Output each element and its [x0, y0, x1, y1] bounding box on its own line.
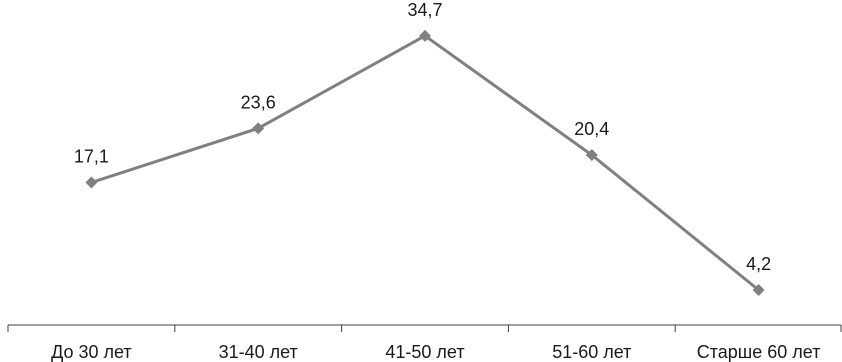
- x-tick-labels: До 30 лет 31-40 лет 41-50 лет 51-60 лет Стар…: [51, 342, 820, 362]
- x-tick-label: 31-40 лет: [219, 342, 298, 362]
- data-point-marker: [585, 149, 598, 161]
- data-label: 17,1: [74, 147, 109, 167]
- data-label: 23,6: [241, 92, 276, 112]
- x-tick-label: 41-50 лет: [385, 342, 464, 362]
- series-markers: [85, 29, 765, 296]
- x-tick-label: Старше 60 лет: [697, 342, 821, 362]
- x-tick-label: 51-60 лет: [552, 342, 631, 362]
- x-tick-label: До 30 лет: [51, 342, 132, 362]
- x-axis: [7, 324, 842, 332]
- data-point-marker: [85, 176, 98, 189]
- data-label: 20,4: [574, 119, 609, 139]
- data-label: 4,2: [746, 254, 771, 274]
- data-point-marker: [419, 29, 431, 42]
- data-label: 34,7: [407, 0, 442, 20]
- series-line: [90, 34, 760, 292]
- data-point-marker: [752, 284, 765, 296]
- series-line-group: [90, 34, 760, 292]
- data-labels: 17,1 23,6 34,7 20,4 4,2: [74, 0, 771, 274]
- data-point-marker: [252, 122, 265, 135]
